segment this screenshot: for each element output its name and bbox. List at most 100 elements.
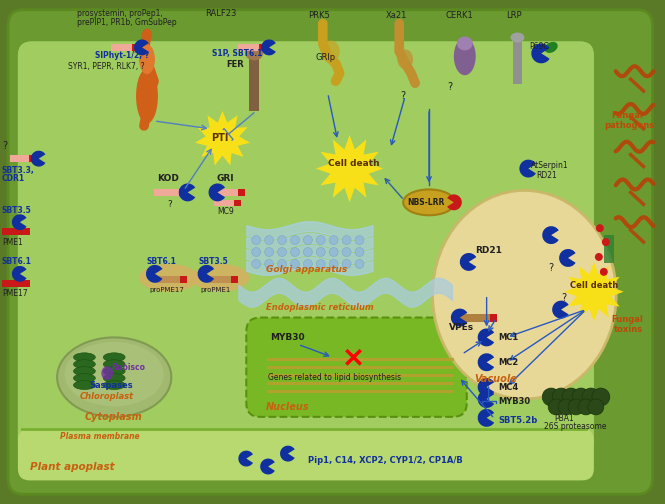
Circle shape bbox=[342, 260, 351, 269]
Circle shape bbox=[303, 247, 313, 257]
Ellipse shape bbox=[397, 49, 413, 69]
Text: MC4: MC4 bbox=[499, 383, 519, 392]
Ellipse shape bbox=[139, 264, 199, 292]
Wedge shape bbox=[261, 39, 276, 55]
Text: Saspases: Saspases bbox=[89, 381, 133, 390]
Circle shape bbox=[277, 247, 287, 257]
Bar bbox=[209, 276, 238, 283]
Text: SYR1, PEPR, RLK7, ?: SYR1, PEPR, RLK7, ? bbox=[68, 62, 144, 71]
Wedge shape bbox=[260, 459, 275, 474]
FancyBboxPatch shape bbox=[18, 41, 594, 454]
Circle shape bbox=[277, 260, 287, 269]
Text: PRK5: PRK5 bbox=[308, 11, 330, 20]
Circle shape bbox=[578, 399, 594, 415]
Text: Genes related to lipid biosynthesis: Genes related to lipid biosynthesis bbox=[268, 372, 401, 382]
Bar bbox=[234, 201, 241, 206]
Circle shape bbox=[572, 388, 590, 406]
Wedge shape bbox=[12, 214, 27, 230]
Text: Endoplasmic reticulum: Endoplasmic reticulum bbox=[266, 303, 374, 312]
Text: MC9: MC9 bbox=[217, 207, 234, 216]
Circle shape bbox=[291, 235, 299, 244]
Text: Golgi apparatus: Golgi apparatus bbox=[266, 266, 347, 274]
Wedge shape bbox=[559, 249, 576, 267]
Circle shape bbox=[355, 235, 364, 244]
Ellipse shape bbox=[139, 44, 155, 74]
Text: Cell death: Cell death bbox=[570, 281, 618, 290]
Circle shape bbox=[558, 399, 574, 415]
Polygon shape bbox=[564, 262, 624, 322]
Wedge shape bbox=[531, 43, 550, 64]
Text: P69C: P69C bbox=[529, 42, 549, 51]
Text: PTI: PTI bbox=[211, 133, 229, 143]
Text: NBS-LRR: NBS-LRR bbox=[407, 198, 445, 207]
Text: proPME1: proPME1 bbox=[201, 287, 231, 293]
FancyBboxPatch shape bbox=[246, 318, 467, 417]
Wedge shape bbox=[477, 329, 494, 346]
Text: FER: FER bbox=[226, 60, 244, 69]
Ellipse shape bbox=[101, 366, 113, 380]
Wedge shape bbox=[12, 266, 27, 282]
Circle shape bbox=[317, 247, 325, 257]
Text: Nucleus: Nucleus bbox=[266, 402, 310, 412]
Circle shape bbox=[562, 388, 580, 406]
Bar bbox=[154, 189, 186, 196]
Ellipse shape bbox=[103, 367, 125, 375]
Text: LRP: LRP bbox=[507, 11, 522, 20]
Text: CERK1: CERK1 bbox=[446, 11, 473, 20]
Circle shape bbox=[291, 260, 299, 269]
FancyBboxPatch shape bbox=[18, 41, 594, 454]
Circle shape bbox=[265, 247, 273, 257]
Wedge shape bbox=[451, 308, 467, 327]
Text: ?: ? bbox=[2, 141, 7, 151]
Polygon shape bbox=[195, 111, 250, 165]
Circle shape bbox=[600, 268, 608, 276]
Text: MC1: MC1 bbox=[499, 333, 519, 342]
Text: GRlp: GRlp bbox=[316, 53, 336, 62]
Circle shape bbox=[542, 388, 560, 406]
Wedge shape bbox=[209, 183, 225, 202]
Wedge shape bbox=[477, 409, 494, 427]
Ellipse shape bbox=[192, 264, 249, 292]
Text: Chloroplast: Chloroplast bbox=[79, 393, 134, 402]
Ellipse shape bbox=[403, 190, 455, 215]
Ellipse shape bbox=[322, 40, 340, 62]
Bar bbox=[238, 189, 245, 196]
Circle shape bbox=[291, 247, 299, 257]
Ellipse shape bbox=[74, 353, 95, 362]
Text: Cell death: Cell death bbox=[328, 159, 379, 168]
Text: RALF23: RALF23 bbox=[205, 9, 237, 18]
Text: Fungal: Fungal bbox=[610, 315, 642, 324]
Text: S1P, SBT6.1: S1P, SBT6.1 bbox=[211, 49, 262, 58]
Bar bbox=[489, 313, 497, 322]
Text: AtSerpin1: AtSerpin1 bbox=[531, 161, 569, 170]
Circle shape bbox=[317, 260, 325, 269]
Text: pathogens: pathogens bbox=[604, 121, 654, 131]
Wedge shape bbox=[134, 39, 149, 55]
Ellipse shape bbox=[74, 381, 95, 390]
Bar bbox=[2, 280, 30, 287]
Wedge shape bbox=[477, 353, 494, 371]
Bar bbox=[513, 39, 523, 84]
Text: Pip1, C14, XCP2, CYP1/2, CP1A/B: Pip1, C14, XCP2, CYP1/2, CP1A/B bbox=[308, 456, 463, 465]
Text: Plant apoplast: Plant apoplast bbox=[30, 462, 114, 472]
Bar bbox=[213, 189, 245, 196]
Bar bbox=[111, 44, 139, 51]
Bar bbox=[2, 228, 30, 235]
Ellipse shape bbox=[74, 367, 95, 375]
Ellipse shape bbox=[65, 342, 164, 406]
Text: RD21: RD21 bbox=[475, 245, 501, 255]
Text: prosystemin, proPep1,: prosystemin, proPep1, bbox=[77, 9, 163, 18]
Circle shape bbox=[277, 235, 287, 244]
Text: proPME17: proPME17 bbox=[149, 287, 184, 293]
Wedge shape bbox=[447, 195, 462, 210]
Circle shape bbox=[342, 235, 351, 244]
Text: SBT3.5: SBT3.5 bbox=[199, 258, 228, 267]
Wedge shape bbox=[280, 446, 295, 462]
Circle shape bbox=[596, 224, 604, 232]
Circle shape bbox=[588, 399, 604, 415]
Text: PME17: PME17 bbox=[2, 289, 28, 298]
Circle shape bbox=[252, 235, 261, 244]
Wedge shape bbox=[519, 160, 536, 177]
Circle shape bbox=[548, 399, 564, 415]
Ellipse shape bbox=[457, 36, 473, 50]
